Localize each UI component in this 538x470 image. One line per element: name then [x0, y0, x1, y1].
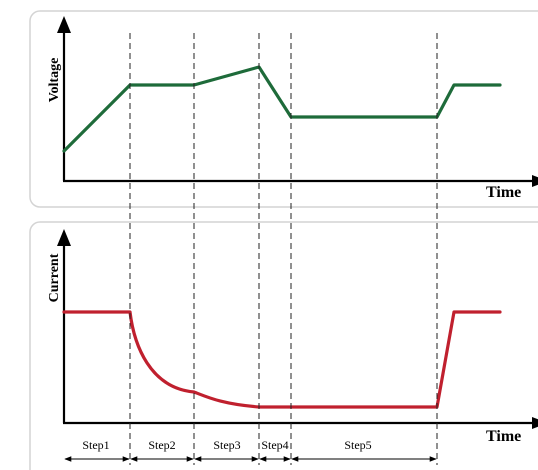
voltage-y-axis-arrow-icon: [57, 16, 71, 33]
voltage-axis-label: Voltage: [47, 58, 62, 103]
current-time-label: Time: [486, 428, 521, 445]
step-label-5: Step5: [344, 438, 371, 452]
step-label-1: Step1: [82, 438, 109, 452]
current-panel: Current Time: [29, 221, 538, 470]
step-dividers: [129, 33, 438, 465]
voltage-curve: [62, 65, 502, 153]
voltage-panel-frame: [29, 10, 538, 208]
current-panel-frame: [29, 221, 538, 470]
voltage-time-label: Time: [486, 184, 521, 201]
step-annotations: Step1 Step2 Step3 Step4 Step5: [64, 438, 437, 462]
current-y-axis-arrow-icon: [57, 229, 71, 246]
step-label-3: Step3: [213, 438, 240, 452]
step-label-4: Step4: [261, 438, 288, 452]
current-curve: [62, 310, 502, 409]
step-label-2: Step2: [148, 438, 175, 452]
voltage-x-axis-arrow-icon: [532, 175, 538, 187]
current-x-axis-arrow-icon: [532, 417, 538, 429]
voltage-panel: Voltage Time: [29, 10, 538, 208]
current-axis-label: Current: [47, 253, 62, 302]
